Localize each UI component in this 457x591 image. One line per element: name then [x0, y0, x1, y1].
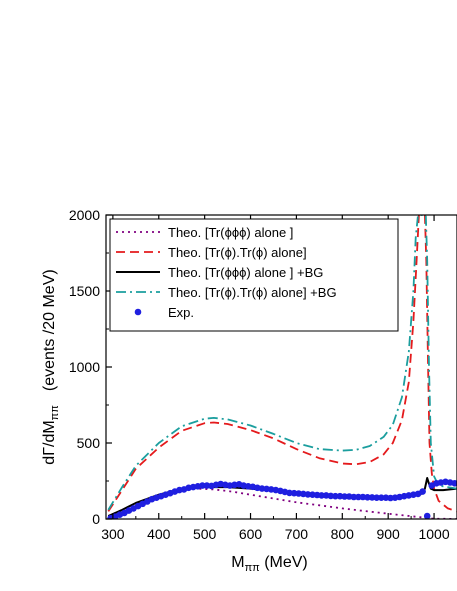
legend-box [109, 218, 399, 332]
series-5-point [364, 494, 371, 501]
legend-item-2-label: Theo. [Tr(ϕ).Tr(ϕ) alone] [168, 245, 307, 260]
x-tick-label: 400 [147, 526, 171, 542]
series-2-line [107, 215, 457, 513]
x-tick-label: 700 [285, 526, 309, 542]
series-4-line [107, 215, 457, 511]
legend-item-3-label: Theo. [Tr(ϕϕϕ) alone ] +BG [168, 265, 323, 280]
series-5-point [318, 492, 325, 499]
series-5-point [423, 512, 431, 519]
x-tick-label: 800 [331, 526, 355, 542]
series-5-point [332, 492, 339, 500]
y-tick-label: 0 [92, 511, 100, 527]
legend-item-1-label: Theo. [Tr(ϕϕϕ) alone ] [168, 225, 293, 240]
x-tick-label: 600 [239, 526, 263, 542]
y-tick-label: 1000 [69, 359, 100, 375]
legend-item-4-label: Theo. [Tr(ϕ).Tr(ϕ) alone] +BG [168, 285, 337, 300]
series-5-point [341, 493, 348, 500]
axes: 300 400 500 600 700 800 900 1000 0 500 1000 1500 200… [41, 207, 457, 574]
legend-item-5-marker [134, 308, 142, 316]
x-tick-label: 900 [376, 526, 400, 542]
series-5-point [419, 488, 426, 495]
x-axis-title: Mππ (MeV) [231, 554, 308, 574]
y-axis-title: dΓ/dMππ(events /20 MeV) [41, 269, 61, 464]
y-tick-label: 500 [77, 435, 101, 451]
y-tick-label: 2000 [69, 207, 100, 223]
x-tick-label: 300 [101, 526, 125, 542]
x-tick-label: 500 [193, 526, 217, 542]
series-5-point [373, 494, 381, 502]
legend-item-5-label: Exp. [168, 305, 194, 320]
legend: Theo. [Tr(ϕϕϕ) alone ] Theo. [Tr(ϕ).Tr(ϕ)… [109, 218, 399, 332]
series-group [107, 215, 457, 519]
plot-area [107, 215, 457, 519]
y-tick-label: 1500 [69, 283, 100, 299]
series-5-point [350, 493, 358, 501]
series-5-point [378, 494, 385, 502]
y-axis-title-group: dΓ/dMππ(events /20 MeV) [41, 269, 61, 464]
x-tick-label: 1000 [418, 526, 449, 542]
series-5-point [451, 480, 457, 487]
